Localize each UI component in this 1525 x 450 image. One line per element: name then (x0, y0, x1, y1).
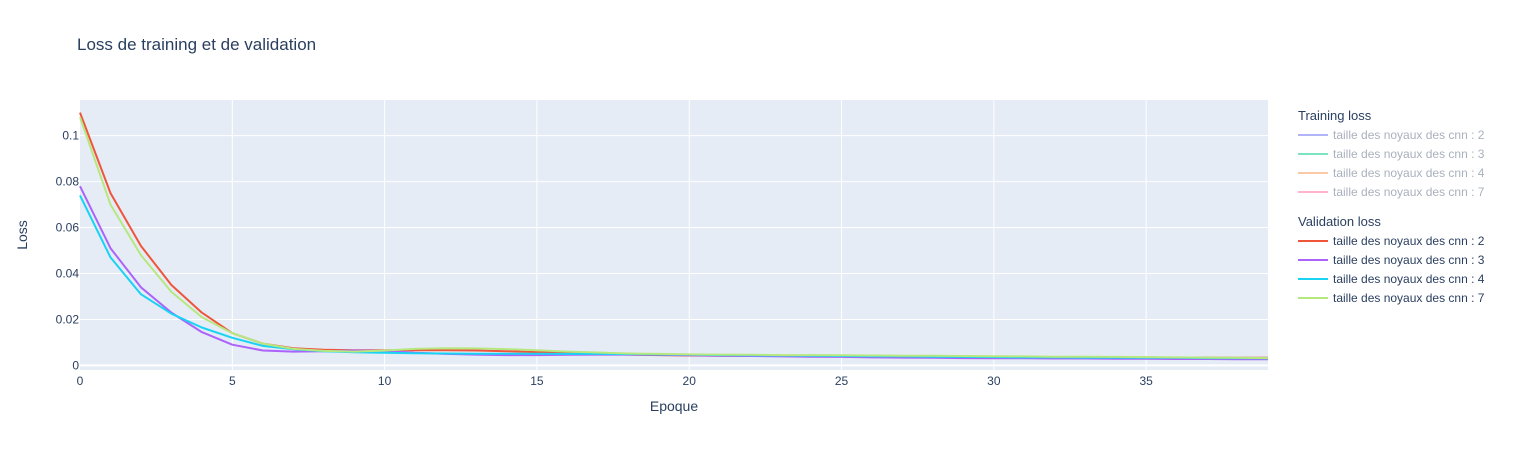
series-lines (79, 112, 1269, 361)
legend-item[interactable]: taille des noyaux des cnn : 3 (1298, 253, 1485, 267)
y-tick-label: 0 (72, 358, 79, 372)
x-axis-title: Epoque (650, 398, 698, 414)
y-tick-label: 0.1 (62, 129, 79, 143)
chart-title: Loss de training et de validation (77, 35, 316, 54)
x-tick-label: 25 (835, 374, 849, 388)
legend-item[interactable]: taille des noyaux des cnn : 7 (1298, 291, 1485, 305)
legend: Training loss taille des noyaux des cnn :… (1298, 108, 1485, 305)
x-tick-label: 10 (378, 374, 392, 388)
legend-group-title: Training loss (1298, 108, 1372, 123)
legend-group-title: Validation loss (1298, 214, 1381, 229)
legend-label: taille des noyaux des cnn : 7 (1333, 185, 1485, 199)
legend-label: taille des noyaux des cnn : 4 (1333, 272, 1485, 286)
grid-lines (80, 100, 1268, 370)
y-tick-label: 0.08 (56, 175, 80, 189)
x-tick-label: 0 (77, 374, 84, 388)
legend-label: taille des noyaux des cnn : 3 (1333, 253, 1485, 267)
legend-label: taille des noyaux des cnn : 2 (1333, 128, 1485, 142)
legend-label: taille des noyaux des cnn : 3 (1333, 147, 1485, 161)
y-axis-ticks: 0 0.02 0.04 0.06 0.08 0.1 (56, 129, 80, 373)
legend-label: taille des noyaux des cnn : 7 (1333, 291, 1485, 305)
x-tick-label: 35 (1139, 374, 1153, 388)
x-tick-label: 20 (683, 374, 697, 388)
legend-item[interactable]: taille des noyaux des cnn : 3 (1298, 147, 1485, 161)
x-tick-label: 30 (987, 374, 1001, 388)
legend-item[interactable]: taille des noyaux des cnn : 2 (1298, 234, 1485, 248)
legend-item[interactable]: taille des noyaux des cnn : 7 (1298, 185, 1485, 199)
y-tick-label: 0.02 (56, 312, 80, 326)
x-tick-label: 15 (530, 374, 544, 388)
series-line-1-3 (79, 116, 1269, 360)
legend-label: taille des noyaux des cnn : 2 (1333, 234, 1485, 248)
legend-item[interactable]: taille des noyaux des cnn : 4 (1298, 166, 1485, 180)
legend-item[interactable]: taille des noyaux des cnn : 4 (1298, 272, 1485, 286)
y-axis-title: Loss (14, 220, 30, 250)
y-tick-label: 0.06 (56, 221, 80, 235)
y-tick-label: 0.04 (56, 266, 80, 280)
legend-item[interactable]: taille des noyaux des cnn : 2 (1298, 128, 1485, 142)
x-axis-ticks: 0 5 10 15 20 25 30 35 (77, 374, 1153, 388)
x-tick-label: 5 (229, 374, 236, 388)
legend-label: taille des noyaux des cnn : 4 (1333, 166, 1485, 180)
plot-area (80, 100, 1268, 370)
